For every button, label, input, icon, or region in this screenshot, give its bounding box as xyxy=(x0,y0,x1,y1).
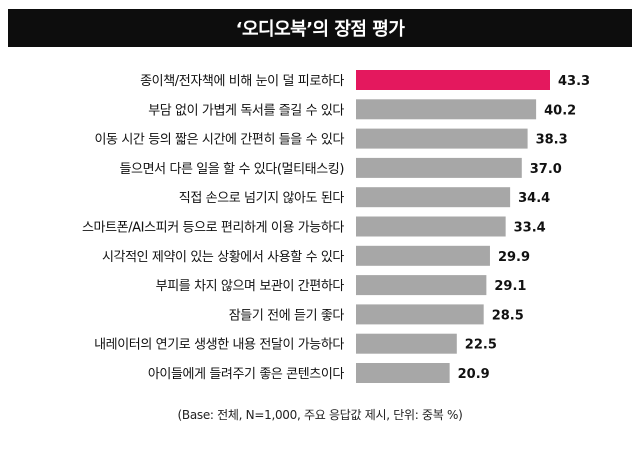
category-label: 직접 손으로 넘기지 않아도 된다 xyxy=(179,191,345,206)
bar xyxy=(356,363,450,383)
category-label: 부담 없이 가볍게 독서를 즐길 수 있다 xyxy=(148,103,344,118)
value-label: 29.1 xyxy=(494,279,526,294)
bar xyxy=(356,245,490,266)
bar-highlight xyxy=(356,70,550,90)
bar xyxy=(356,99,537,120)
category-label: 종이책/전자책에 비해 눈이 덜 피로하다 xyxy=(140,74,344,89)
value-label: 34.4 xyxy=(518,191,550,206)
title-bar: ‘오디오북’의 장점 평가 xyxy=(8,9,632,47)
value-label: 29.9 xyxy=(498,250,530,265)
bar xyxy=(356,333,457,354)
category-label: 아이들에게 들려주기 좋은 콘텐츠이다 xyxy=(148,367,345,382)
bar xyxy=(356,304,484,325)
bar xyxy=(356,128,528,149)
bar xyxy=(356,216,506,237)
value-label: 37.0 xyxy=(530,162,562,177)
value-label: 33.4 xyxy=(514,221,546,236)
bar xyxy=(356,157,522,178)
category-label: 이동 시간 등의 짧은 시간에 간편히 들을 수 있다 xyxy=(95,133,345,148)
bar xyxy=(356,275,487,296)
category-label: 들으면서 다른 일을 할 수 있다(멀티태스킹) xyxy=(119,162,344,177)
chart-footnote: (Base: 전체, N=1,000, 주요 응답값 제시, 단위: 중복 %) xyxy=(177,408,463,422)
value-label: 22.5 xyxy=(465,338,497,353)
category-label: 스마트폰/AI스피커 등으로 편리하게 이용 가능하다 xyxy=(82,221,344,236)
category-label: 부피를 차지 않으며 보관이 간편하다 xyxy=(156,279,345,294)
value-label: 43.3 xyxy=(558,74,590,89)
value-label: 38.3 xyxy=(536,133,568,148)
bar xyxy=(356,187,511,208)
category-label: 내레이터의 연기로 생생한 내용 전달이 가능하다 xyxy=(94,338,344,353)
value-label: 28.5 xyxy=(492,308,524,323)
value-label: 20.9 xyxy=(458,367,490,382)
chart-title: ‘오디오북’의 장점 평가 xyxy=(235,19,405,40)
category-label: 시각적인 제약이 있는 상황에서 사용할 수 있다 xyxy=(102,250,344,265)
value-label: 40.2 xyxy=(544,103,576,118)
category-label: 잠들기 전에 듣기 좋다 xyxy=(229,308,345,323)
